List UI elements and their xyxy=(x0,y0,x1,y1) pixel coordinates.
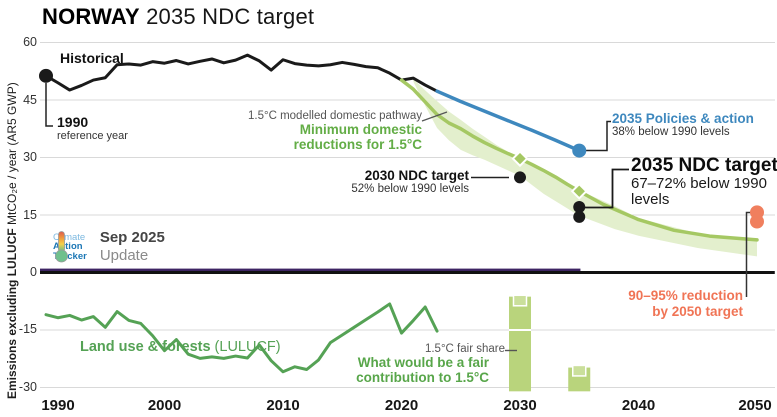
x-tick-2030: 2030 xyxy=(503,397,537,414)
x-tick-2000: 2000 xyxy=(147,397,182,414)
x-tick-1990: 1990 xyxy=(41,397,75,414)
target-2050-point-lower xyxy=(750,214,764,229)
reference-year-annotation: 1990 reference year xyxy=(57,114,128,142)
pathway-annotation: 1.5°C modelled domestic pathway Minimum … xyxy=(248,110,422,152)
y-tick-30: 30 xyxy=(23,150,37,164)
ndc-2035-connector xyxy=(584,168,629,209)
y-tick-15: 15 xyxy=(23,207,37,222)
policies-action-connector xyxy=(585,120,611,152)
target-2050-connector xyxy=(745,211,751,297)
ndc-2035-target-point-upper xyxy=(573,200,586,213)
y-tick--15: -15 xyxy=(18,322,37,337)
policies-action-2035-point xyxy=(572,143,587,158)
update-date: Sep 2025 Update xyxy=(99,229,165,264)
y-tick-60: 60 xyxy=(23,35,37,49)
page-title: NORWAY 2035 NDC target xyxy=(42,4,314,29)
pathway-leader-line xyxy=(421,111,448,122)
ndc-2030-annotation: 2030 NDC target 52% below 1990 levels xyxy=(351,168,469,196)
fair-share-marker-2035 xyxy=(572,364,587,377)
historical-label: Historical xyxy=(60,50,124,66)
lulucf-label: Land use & forests (LULUCF) xyxy=(80,339,281,355)
y-tick-0: 0 xyxy=(30,265,37,279)
fair-share-label: 1.5°C fair share xyxy=(424,343,505,355)
title-rest: 2035 NDC target xyxy=(139,4,315,29)
target-2050-annotation: 90–95% reduction by 2050 target xyxy=(628,288,743,319)
policies-action-annotation: 2035 Policies & action 38% below 1990 le… xyxy=(612,111,754,139)
ndc-2035-annotation: 2035 NDC target 67–72% below 1990 levels xyxy=(631,155,777,209)
y-tick-45: 45 xyxy=(23,92,37,107)
chart-markers-layer xyxy=(39,68,764,229)
fair-share-bar-2030 xyxy=(509,296,531,392)
ref-1990-connector xyxy=(45,83,53,127)
ndc-2030-target-point xyxy=(514,171,526,184)
fair-contribution-annotation: What would be a fair contribution to 1.5… xyxy=(356,355,489,385)
series-line-1 xyxy=(435,89,581,153)
y-tick--30: -30 xyxy=(18,379,37,394)
series-line-3 xyxy=(44,302,439,374)
zero-axis-purple-line xyxy=(40,268,581,271)
series-line-0 xyxy=(44,53,439,93)
fair-share-marker-2030 xyxy=(512,294,528,307)
title-country: NORWAY xyxy=(42,4,140,29)
thermometer-icon xyxy=(55,231,68,263)
x-tick-2040: 2040 xyxy=(621,397,656,414)
pathway-2030-diamond xyxy=(511,150,529,168)
cat-logo: Climate Action Tracker Sep 2025 Update xyxy=(53,229,165,264)
zero-axis-line xyxy=(40,271,775,274)
x-tick-2050: 2050 xyxy=(738,397,772,414)
x-tick-2020: 2020 xyxy=(384,397,419,414)
x-tick-2010: 2010 xyxy=(266,397,300,414)
annotation-connectors xyxy=(45,83,751,352)
pathway-2035-diamond xyxy=(570,182,588,200)
reference-1990-point xyxy=(39,68,53,83)
ndc-2035-target-point-lower xyxy=(573,210,586,223)
cat-logo-text: Climate Action Tracker xyxy=(53,231,87,262)
